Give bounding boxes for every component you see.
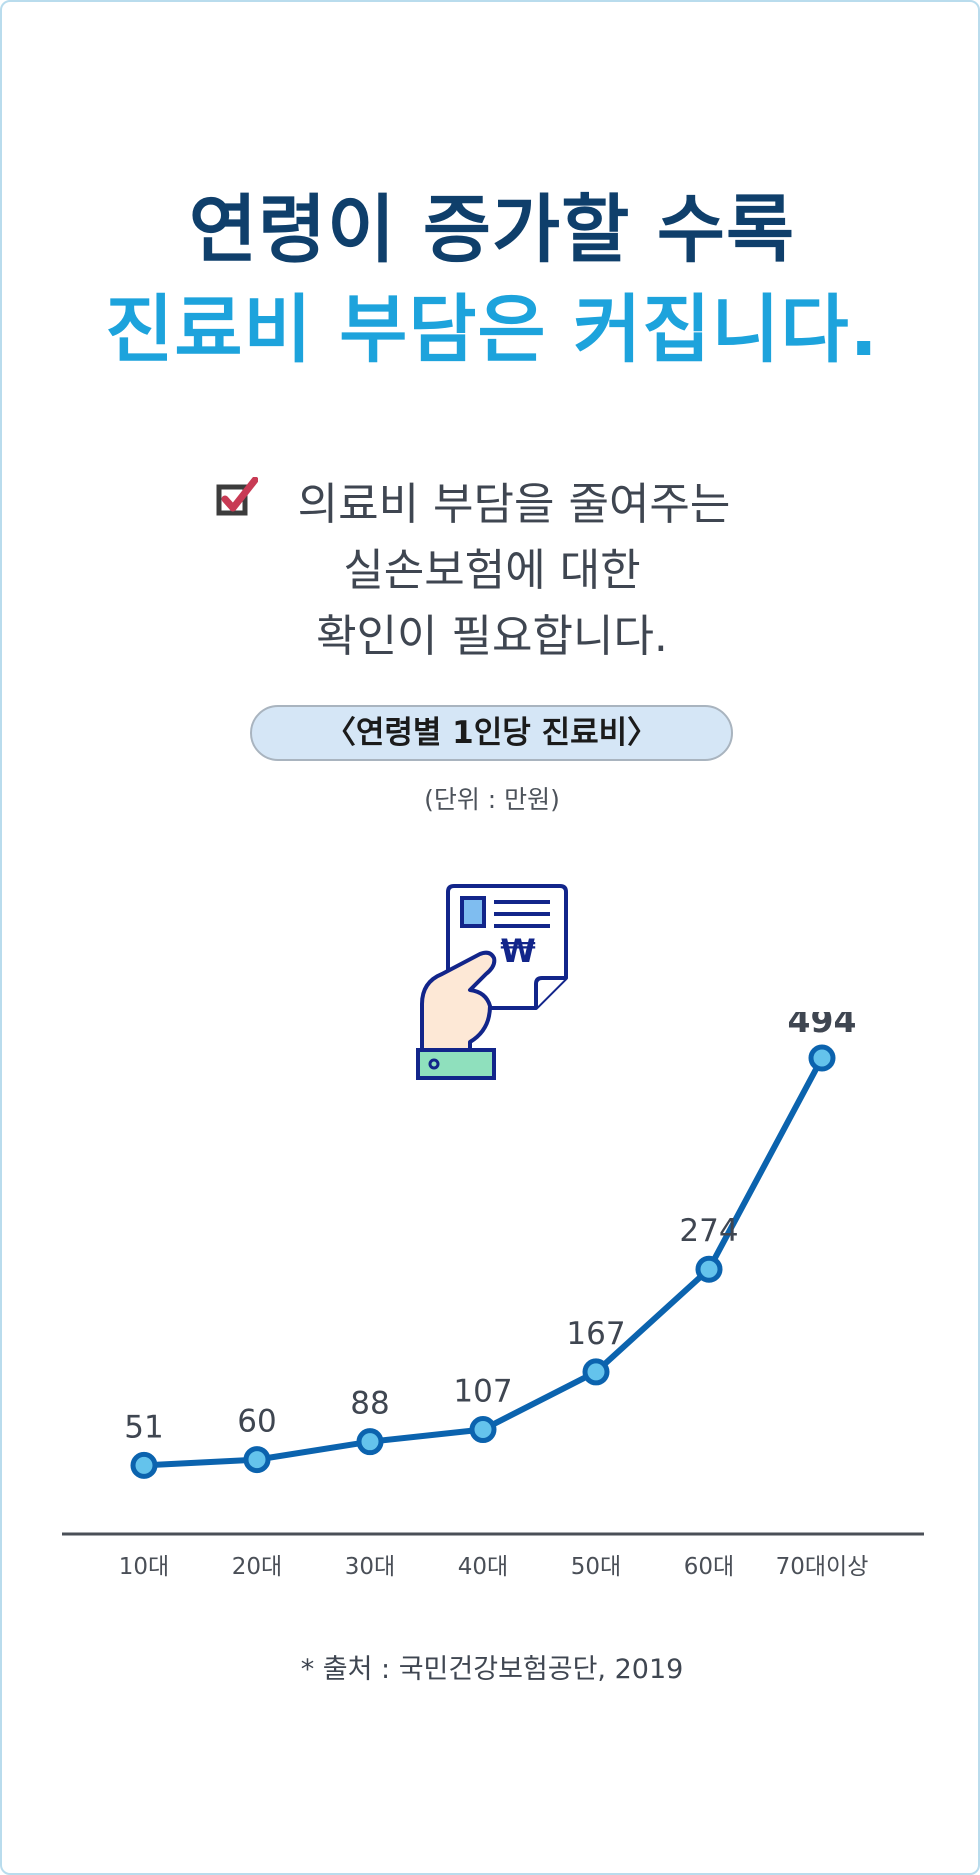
data-label-2: 60 bbox=[237, 1404, 276, 1440]
data-label-5: 167 bbox=[566, 1316, 625, 1352]
source-note: * 출처 : 국민건강보험공단, 2019 bbox=[300, 1654, 684, 1685]
data-point-7 bbox=[808, 1044, 836, 1072]
data-point-6 bbox=[695, 1255, 723, 1283]
notice-text: 의료비 부담을 줄여주는 실손보험에 대한 확인이 필요합니다. bbox=[2, 472, 980, 670]
headline-line-1: 연령이 증가할 수록 bbox=[188, 187, 796, 273]
data-label-3: 88 bbox=[350, 1386, 389, 1422]
data-point-4 bbox=[469, 1416, 497, 1444]
x-tick-label-7: 70대이상 bbox=[776, 1554, 869, 1580]
x-tick-label-6: 60대 bbox=[684, 1554, 734, 1580]
checkbox-checked-icon bbox=[216, 477, 258, 516]
hand-holding-receipt-icon: ₩ bbox=[416, 884, 568, 1080]
chart-title-pill: 〈연령별 1인당 진료비〉 bbox=[250, 705, 733, 761]
unit-label: (단위 : 만원) bbox=[424, 785, 560, 814]
data-point-1 bbox=[130, 1451, 158, 1479]
x-tick-label-1: 10대 bbox=[119, 1554, 169, 1580]
x-tick-label-3: 30대 bbox=[345, 1554, 395, 1580]
data-point-5 bbox=[582, 1358, 610, 1386]
x-tick-label-4: 40대 bbox=[458, 1554, 508, 1580]
notice-line-2: 실손보험에 대한 bbox=[343, 545, 641, 596]
notice-line-1: 의료비 부담을 줄여주는 bbox=[297, 479, 731, 530]
notice-line-3: 확인이 필요합니다. bbox=[316, 611, 668, 662]
data-label-1: 51 bbox=[124, 1409, 163, 1445]
x-tick-label-5: 50대 bbox=[571, 1554, 621, 1580]
data-label-7: 494 bbox=[788, 1012, 857, 1040]
x-tick-label-2: 20대 bbox=[232, 1554, 282, 1580]
data-point-2 bbox=[243, 1446, 271, 1474]
data-label-6: 274 bbox=[679, 1213, 738, 1249]
data-label-4: 107 bbox=[453, 1374, 512, 1410]
data-point-3 bbox=[356, 1428, 384, 1456]
currency-symbol: ₩ bbox=[500, 932, 535, 970]
headline-line-2: 진료비 부담은 커집니다. bbox=[105, 287, 879, 373]
line-chart: 51 10대 60 20대 88 30대 107 40대 167 50대 274 60대 494 70대이… bbox=[62, 1012, 924, 1580]
